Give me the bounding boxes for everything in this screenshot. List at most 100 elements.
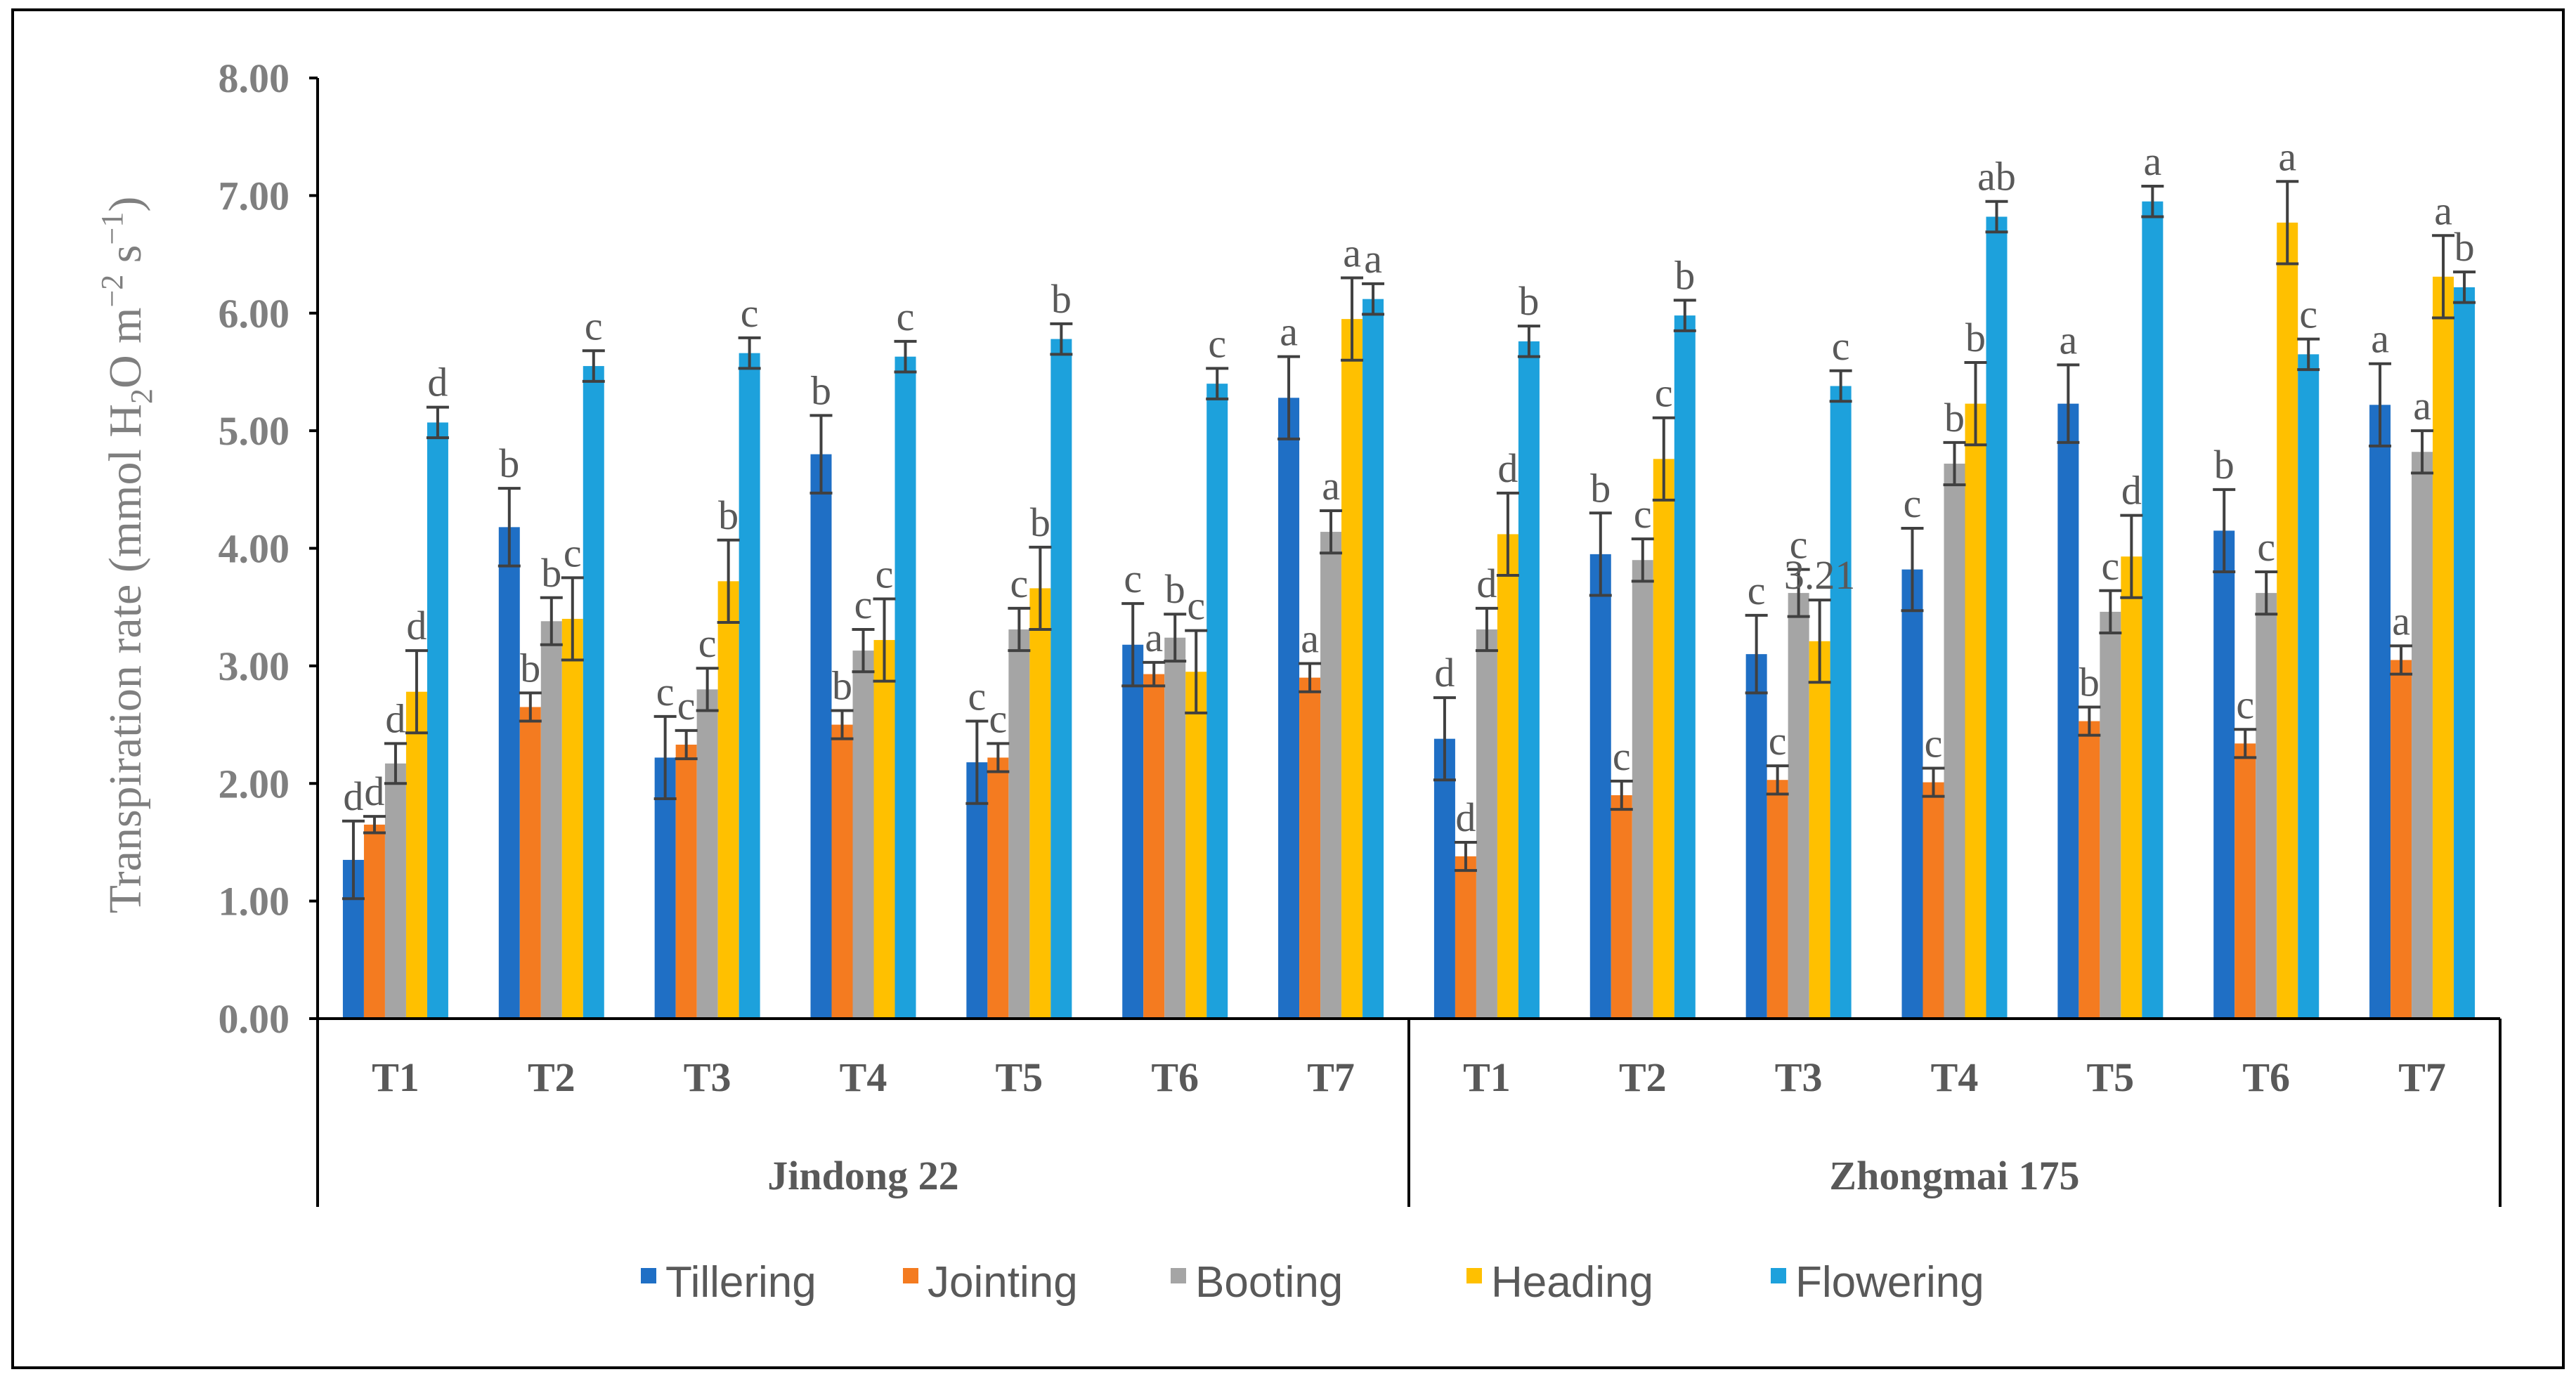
bar [852,651,874,1019]
significance-letter: a [2143,138,2161,184]
x-category-label: T3 [1775,1054,1823,1100]
legend-swatch [1771,1268,1786,1283]
significance-letter: a [2371,316,2389,362]
legend-swatch [641,1268,656,1283]
bar [1476,629,1497,1019]
y-tick-label: 7.00 [219,173,290,218]
significance-letter: b [2214,442,2235,488]
significance-letter: b [718,492,739,538]
x-axis-categories: T1 T2 T3 T4 T5 T6 T7 T1 T2 T3 T4 T5 T6 T7 [372,1054,2446,1100]
x-axis-groups: Jindong 22 Zhongmai 175 [767,1153,2079,1198]
y-tick-label: 6.00 [219,291,290,336]
significance-letter: d [427,360,448,405]
significance-letter: c [1124,556,1142,601]
y-tick-label: 4.00 [219,526,290,572]
significance-letter: b [1944,395,1965,440]
bar [1653,459,1674,1019]
legend-label: Jointing [928,1258,1078,1307]
y-tick-label: 2.00 [219,761,290,806]
bar [1164,637,1186,1019]
significance-letter: b [1590,465,1611,511]
bar [2079,721,2100,1019]
bar [2277,222,2298,1019]
bar [1674,315,1696,1019]
significance-letter: c [968,674,986,719]
y-tick-label: 5.00 [219,408,290,454]
bar [1050,339,1072,1019]
significance-letter: c [897,294,915,339]
x-category-label: T2 [1619,1054,1667,1100]
bar [654,757,676,1019]
significance-letter: b [2454,224,2475,270]
bar [1320,532,1342,1019]
significance-letter: c [989,695,1007,741]
bar [1122,644,1144,1019]
bar [427,422,448,1019]
significance-letter: c [1208,320,1226,366]
bar [1923,782,1944,1019]
bar [1185,672,1207,1019]
bar [987,757,1009,1019]
legend-swatch [1171,1268,1186,1283]
x-category-label: T1 [372,1054,419,1100]
significance-letter: c [1187,583,1205,629]
bar [810,454,832,1019]
significance-letter: c [1010,561,1028,606]
significance-letter: d [1476,561,1497,606]
bar [1830,386,1852,1019]
bar [1901,569,1923,1019]
legend-swatch [903,1268,918,1283]
legend-label: Heading [1491,1258,1653,1307]
significance-letter: d [343,773,363,819]
bar [561,618,583,1019]
bar [1299,677,1321,1019]
bar [2412,452,2433,1019]
significance-letter: d [385,695,405,741]
bar [1455,856,1476,1019]
x-category-label: T3 [684,1054,731,1100]
x-group-label: Jindong 22 [767,1153,958,1198]
bar [540,621,562,1019]
significance-letter: c [741,290,759,336]
significance-letter: d [364,769,384,814]
significance-letter: b [541,550,561,596]
bar [2369,405,2391,1019]
significance-letter: d [1455,795,1476,840]
x-category-label: T2 [528,1054,575,1100]
bar [405,691,427,1019]
x-group-label: Zhongmai 175 [1829,1153,2079,1198]
bar [696,689,718,1019]
bar [2213,530,2235,1019]
significance-letter: b [2079,659,2100,705]
significance-letter: a [2392,598,2410,643]
bar [2100,611,2121,1019]
x-category-label: T7 [2398,1054,2446,1100]
x-category-label: T7 [1307,1054,1355,1100]
significance-letter: a [1364,236,1382,282]
x-category-label: T5 [996,1054,1043,1100]
significance-letter: a [2059,317,2077,362]
bar [1632,560,1653,1019]
legend: Tillering Jointing Booting Heading Flowering [641,1258,1984,1307]
x-category-label: T1 [1463,1054,1511,1100]
bar [498,527,520,1019]
significance-letter: c [1832,323,1850,369]
significance-letter: c [677,683,696,728]
bar [739,353,760,1019]
significance-letter: c [2101,543,2119,589]
significance-letter: b [811,367,831,413]
axes [316,78,2502,1207]
significance-letter: a [1145,615,1163,660]
y-tick-label: 8.00 [219,55,290,101]
bar [1809,641,1830,1019]
bar [2454,287,2476,1019]
bar [384,763,406,1019]
y-tick-label: 0.00 [219,996,290,1042]
significance-letter: c [1790,522,1808,568]
bar [831,724,853,1019]
significance-letter: a [1301,616,1319,662]
legend-swatch [1466,1268,1482,1283]
bar [1986,216,2008,1019]
significance-letter: a [1322,463,1340,509]
